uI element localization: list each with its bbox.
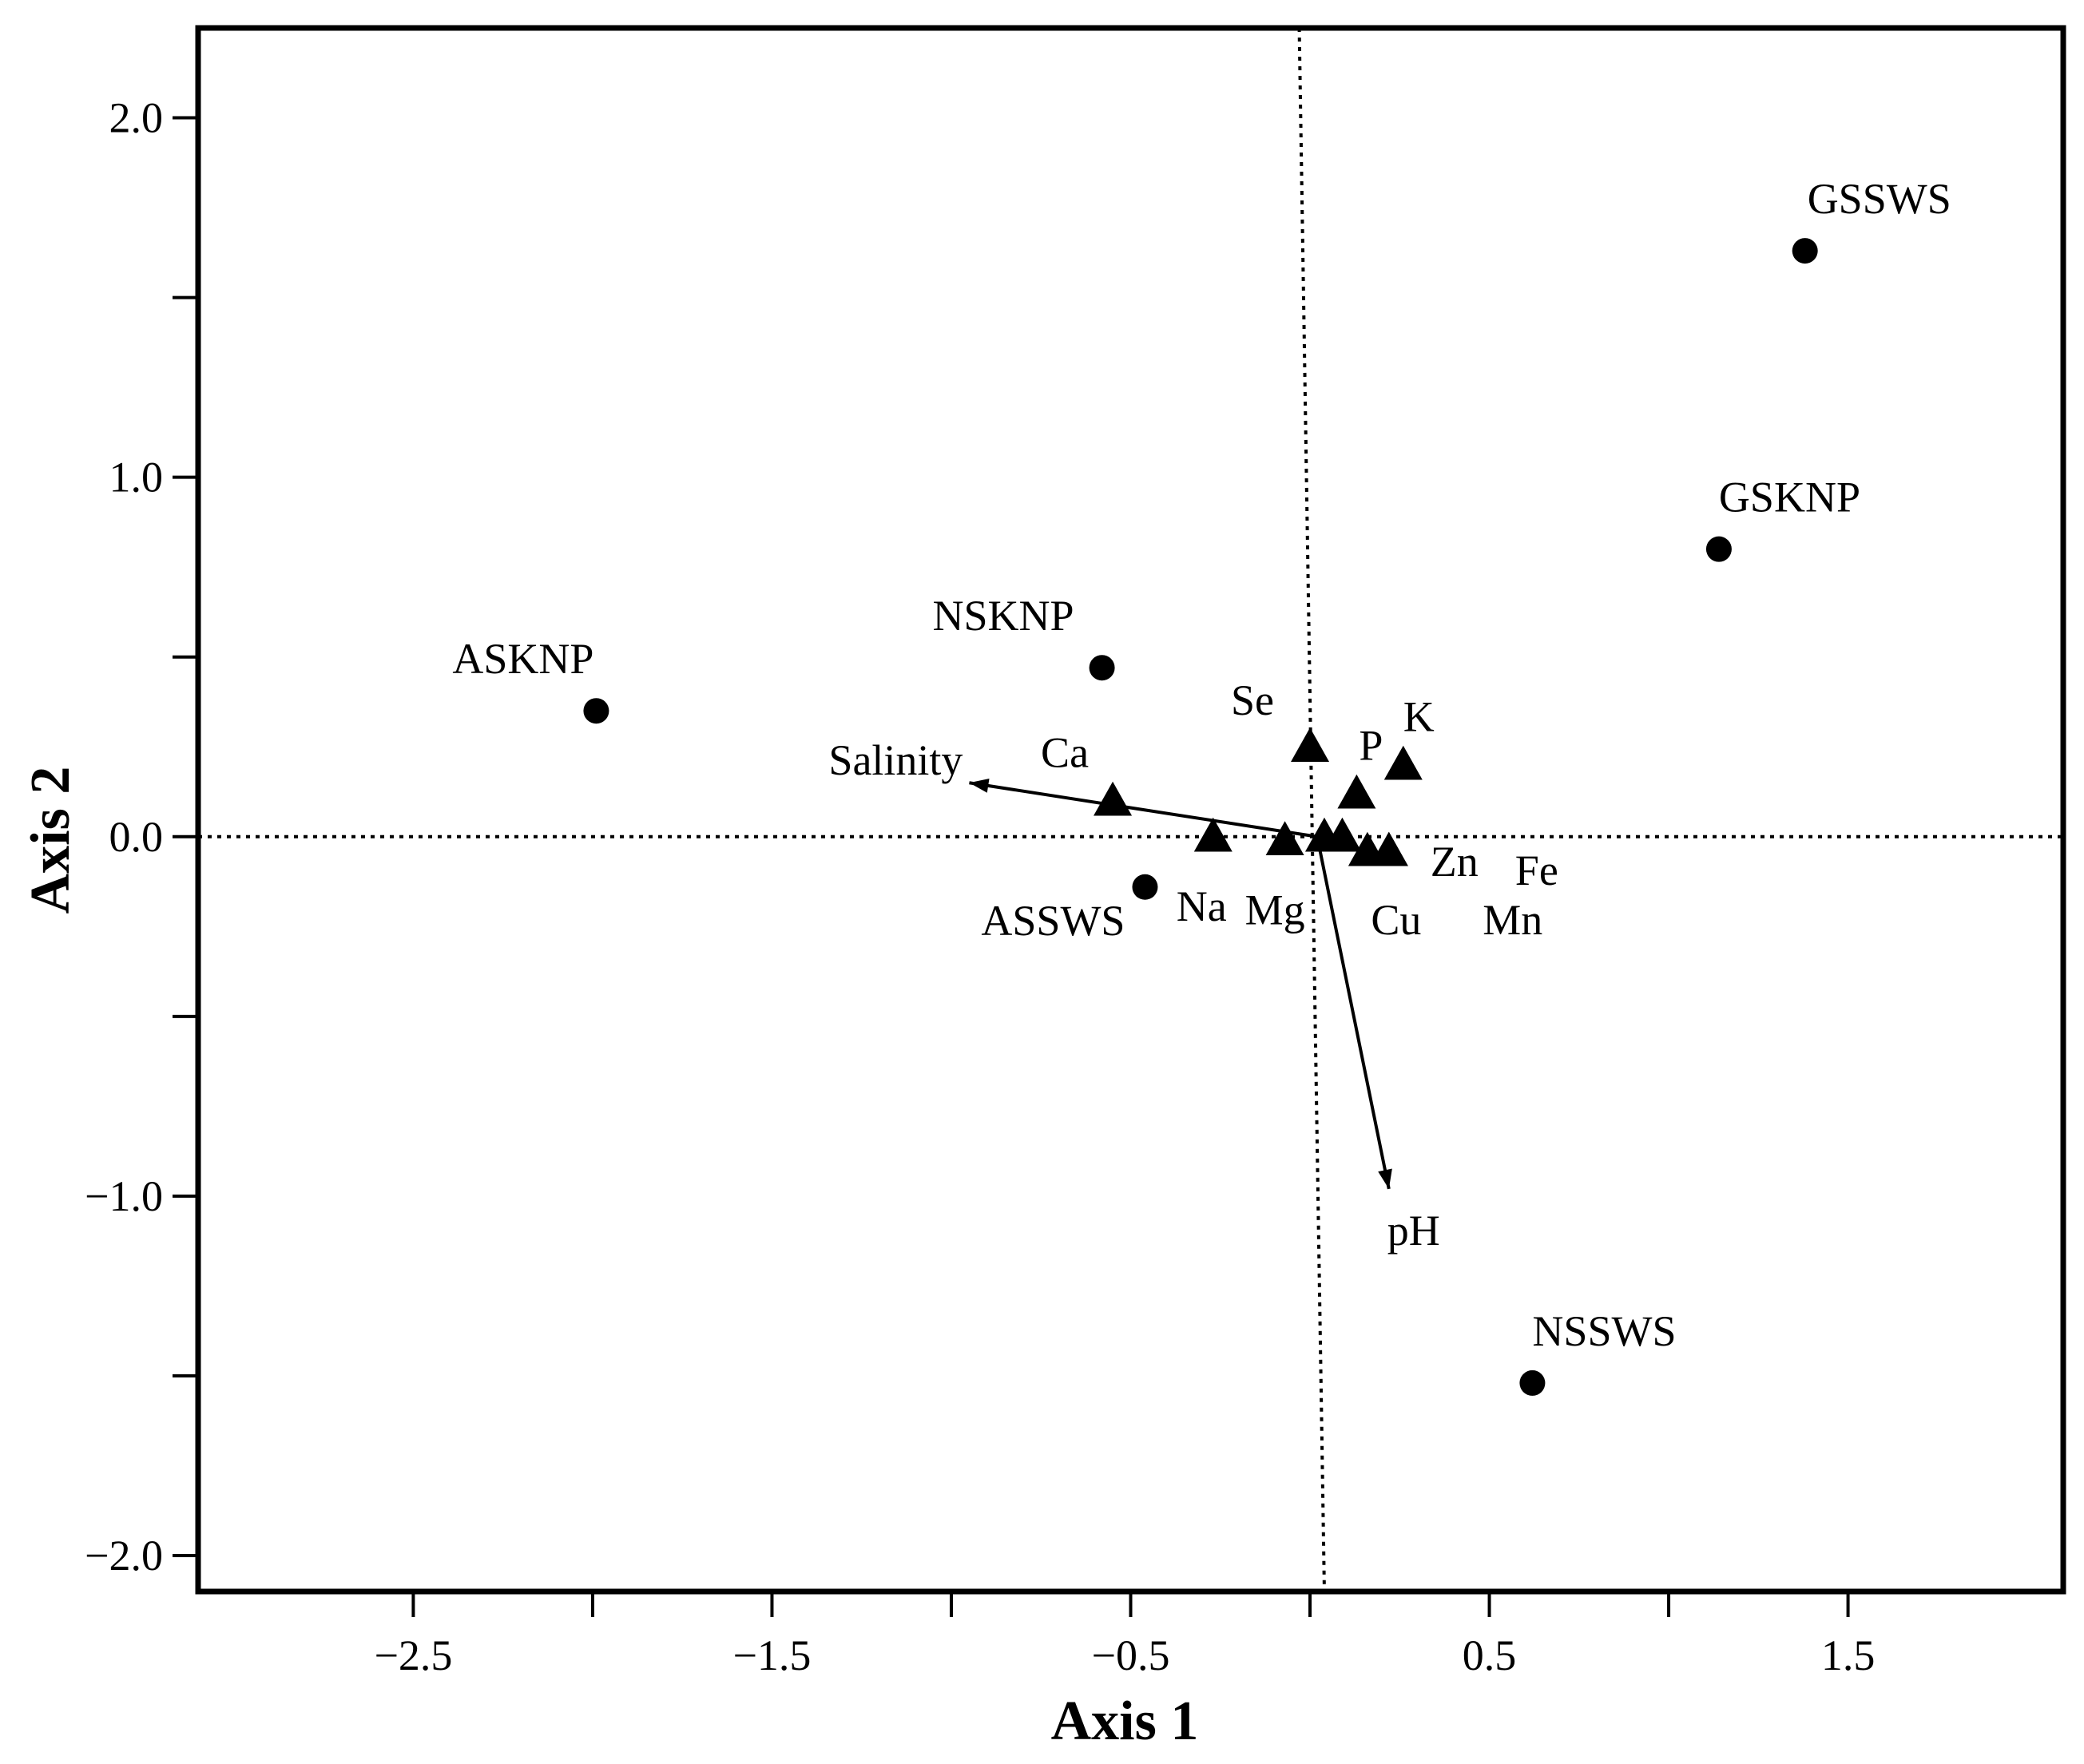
site-point — [1089, 655, 1115, 681]
element-label: Mg — [1245, 886, 1305, 934]
element-triangle-marker — [1383, 745, 1423, 780]
site-label: GSSWS — [1808, 175, 1951, 223]
element-triangle-marker — [1265, 821, 1304, 855]
site-point — [1132, 874, 1158, 900]
vectors — [969, 779, 1392, 1190]
site-label: ASSWS — [981, 897, 1125, 945]
plot-frame — [195, 25, 2066, 1595]
vector-label: Salinity — [828, 736, 963, 784]
vertical-reference-line — [1297, 27, 1326, 1592]
element-triangle-marker — [1193, 817, 1233, 852]
site-label: NSSWS — [1532, 1307, 1676, 1355]
site-point — [583, 698, 609, 724]
vector-arrowhead — [1378, 1168, 1392, 1189]
element-label: Ca — [1041, 729, 1089, 777]
vector-arrowhead — [969, 779, 990, 793]
axis-ticks: −2.5 −1.5 −0.5 0.5 1.5 2.0 1.0 0.0 −1.0 −2.0 — [85, 94, 1875, 1679]
x-tick-label: −0.5 — [1092, 1631, 1170, 1679]
x-tick-label: 1.5 — [1821, 1631, 1876, 1679]
y-tick-label: 0.0 — [109, 813, 164, 861]
element-triangle-marker — [1337, 774, 1376, 809]
element-label: P — [1359, 722, 1383, 770]
element-label: Se — [1231, 676, 1274, 724]
vector-line — [969, 781, 1318, 838]
element-triangle-marker — [1369, 831, 1408, 866]
vector-label: pH — [1387, 1207, 1440, 1255]
element-label: Na — [1177, 882, 1227, 930]
vector-line — [1316, 836, 1391, 1190]
site-label: GSKNP — [1719, 474, 1860, 521]
element-label: Fe — [1515, 846, 1558, 894]
element-label: K — [1403, 693, 1435, 741]
x-tick-label: −2.5 — [374, 1631, 452, 1679]
y-tick-label: 2.0 — [109, 94, 164, 142]
site-point — [1792, 238, 1818, 264]
site-markers — [583, 238, 1818, 1396]
site-point — [1705, 536, 1732, 562]
element-triangle-marker — [1291, 727, 1330, 762]
element-label: Cu — [1371, 896, 1421, 944]
element-label: Mn — [1483, 896, 1542, 944]
site-point — [1519, 1370, 1546, 1396]
x-tick-label: −1.5 — [732, 1631, 811, 1679]
y-axis-title: Axis 2 — [20, 767, 81, 914]
y-tick-label: −1.0 — [85, 1172, 163, 1220]
element-label: Zn — [1431, 838, 1479, 886]
element-markers — [1094, 727, 1423, 866]
plot-frame-layer — [195, 25, 2066, 1595]
site-label: NSKNP — [933, 592, 1074, 640]
element-triangle-marker — [1094, 781, 1133, 816]
y-tick-label: 1.0 — [109, 454, 164, 501]
site-label: ASKNP — [452, 635, 593, 683]
x-tick-label: 0.5 — [1463, 1631, 1517, 1679]
element-triangle-marker — [1323, 817, 1362, 852]
y-tick-label: −2.0 — [85, 1532, 163, 1580]
x-axis-title: Axis 1 — [1051, 1691, 1199, 1752]
reference-lines — [198, 27, 2063, 1592]
